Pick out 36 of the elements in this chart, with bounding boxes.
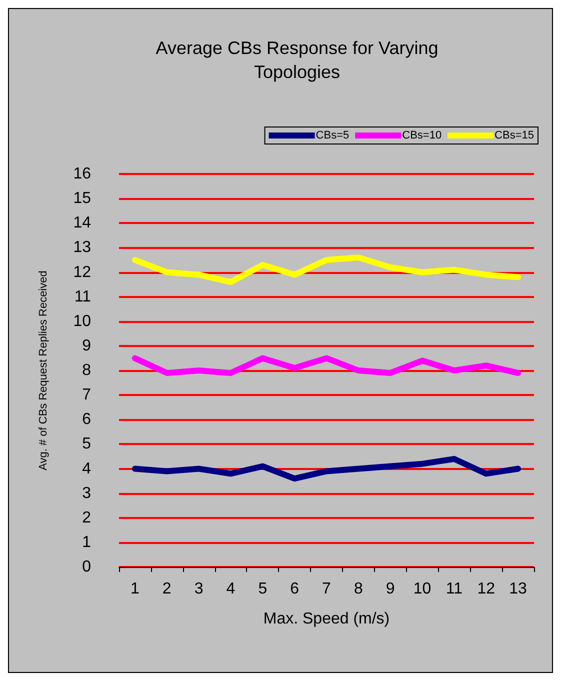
y-tick-label: 3: [82, 484, 92, 502]
y-tick-label: 12: [73, 264, 92, 281]
x-tick-label: 1: [130, 580, 140, 598]
legend-label: CBs=5: [316, 130, 350, 142]
y-tick-label: 15: [73, 190, 92, 208]
y-tick-label: 14: [73, 214, 92, 232]
y-tick-label: 7: [82, 386, 92, 404]
y-tick-label: 0: [82, 558, 92, 576]
x-tick-label: 3: [194, 580, 204, 598]
x-tick-label: 11: [446, 580, 463, 598]
x-tick-label: 10: [413, 580, 432, 598]
chart-title: Average CBs Response for Varying Topologies: [156, 38, 438, 82]
x-tick-label: 6: [290, 580, 300, 598]
x-tick-label: 5: [258, 580, 268, 598]
legend-label: CBs=10: [402, 130, 442, 142]
x-tick-label: 7: [322, 580, 332, 598]
y-tick-label: 4: [82, 460, 92, 478]
x-axis-title: Max. Speed (m/s): [263, 610, 390, 628]
x-tick-label: 2: [162, 580, 172, 598]
x-tick-label: 13: [509, 580, 528, 598]
y-tick-label: 16: [73, 166, 92, 182]
y-tick-label: 9: [82, 337, 92, 354]
y-tick-label: 5: [82, 436, 92, 453]
y-tick-label: 2: [82, 509, 92, 526]
x-tick-label: 8: [354, 580, 363, 598]
y-tick-label: 13: [73, 239, 92, 256]
legend-label: CBs=15: [494, 130, 534, 142]
y-tick-label: 1: [82, 534, 92, 551]
y-tick-label: 11: [74, 288, 92, 306]
x-tick-label: 12: [477, 580, 496, 598]
y-tick-label: 6: [82, 411, 92, 428]
x-tick-label: 4: [226, 580, 236, 598]
y-tick-label: 8: [82, 362, 92, 379]
y-axis-title: Avg. # of CBs Request Replies Received: [38, 270, 50, 470]
x-tick-label: 9: [386, 580, 395, 598]
y-tick-label: 10: [73, 312, 92, 330]
